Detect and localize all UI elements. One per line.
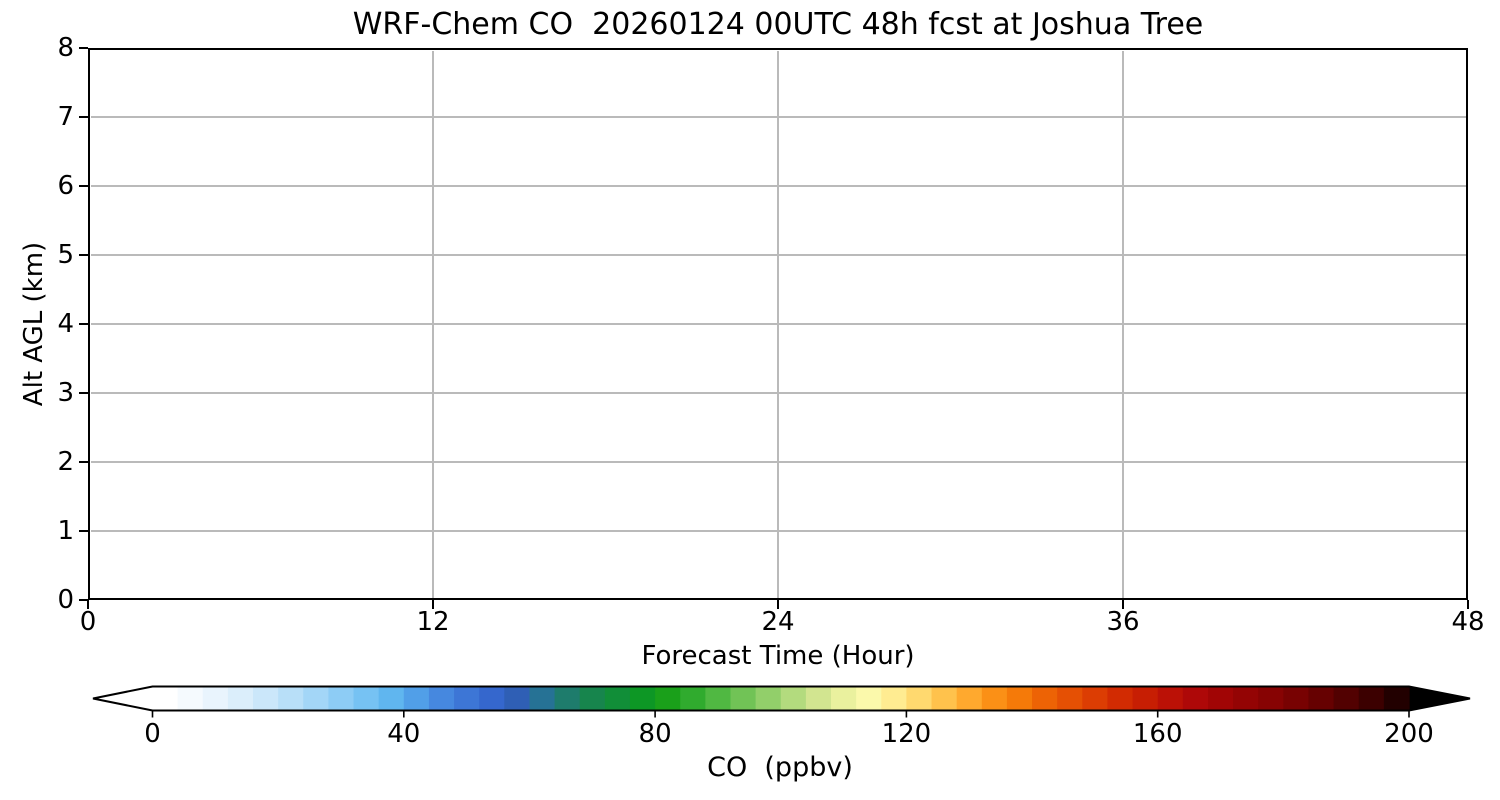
colorbar-segment <box>428 686 455 711</box>
colorbar-tick-label: 0 <box>144 719 161 749</box>
colorbar-segment <box>1157 686 1184 711</box>
colorbar-segment <box>1107 686 1134 711</box>
y-tick-mark <box>79 391 88 395</box>
colorbar-segment <box>881 686 907 711</box>
colorbar-segment <box>1082 686 1109 711</box>
colorbar-segment <box>1283 686 1310 711</box>
colorbar-segment <box>403 686 430 711</box>
horizontal-gridline <box>90 254 1466 256</box>
colorbar-segment <box>981 686 1008 711</box>
colorbar-segment <box>529 686 556 711</box>
horizontal-gridline <box>90 185 1466 187</box>
colorbar-segment <box>780 686 807 711</box>
colorbar-segment <box>856 686 882 711</box>
colorbar-tick-label: 200 <box>1384 719 1434 749</box>
colorbar-segment <box>1233 686 1259 711</box>
colorbar-segment <box>680 686 706 711</box>
y-tick-mark <box>79 598 88 602</box>
x-tick-label: 0 <box>79 607 97 637</box>
colorbar-segment <box>956 686 983 711</box>
colorbar-segment <box>278 686 304 711</box>
x-tick-label: 12 <box>416 607 450 637</box>
colorbar-segment <box>303 686 330 711</box>
colorbar-extend-max-arrow <box>1409 686 1470 711</box>
horizontal-gridline <box>90 116 1466 118</box>
colorbar-segment <box>227 686 254 711</box>
y-tick-label: 2 <box>57 447 74 477</box>
y-tick-mark <box>79 460 88 464</box>
y-tick-label: 0 <box>57 585 74 615</box>
colorbar-segment <box>604 686 631 711</box>
colorbar <box>92 685 1471 718</box>
colorbar-segment <box>906 686 933 711</box>
y-tick-mark <box>79 529 88 533</box>
colorbar-segment <box>353 686 380 711</box>
y-tick-label: 1 <box>57 516 74 546</box>
colorbar-segment <box>831 686 857 711</box>
colorbar-segment <box>504 686 531 711</box>
y-tick-mark <box>79 46 88 50</box>
colorbar-segment <box>1383 686 1410 711</box>
colorbar-segment <box>1358 686 1385 711</box>
x-tick-mark <box>776 600 780 609</box>
colorbar-segment <box>1258 686 1284 711</box>
colorbar-segment <box>1182 686 1209 711</box>
y-tick-mark <box>79 253 88 257</box>
y-tick-mark <box>79 115 88 119</box>
y-tick-label: 8 <box>57 33 74 63</box>
y-tick-label: 5 <box>57 240 74 270</box>
x-tick-label: 24 <box>761 607 795 637</box>
colorbar-label: CO (ppbv) <box>707 752 853 783</box>
colorbar-extend-min-arrow <box>93 686 153 711</box>
colorbar-segment <box>202 686 229 711</box>
colorbar-segment <box>454 686 480 711</box>
colorbar-segment <box>1308 686 1335 711</box>
colorbar-segment <box>655 686 681 711</box>
y-tick-mark <box>79 322 88 326</box>
colorbar-segment <box>479 686 505 711</box>
x-tick-label: 48 <box>1451 607 1485 637</box>
x-tick-label: 36 <box>1106 607 1140 637</box>
colorbar-segment <box>755 686 782 711</box>
colorbar-segment <box>152 686 179 711</box>
colorbar-tick-label: 160 <box>1132 719 1183 749</box>
x-tick-mark <box>1121 600 1125 609</box>
colorbar-segment <box>177 686 204 711</box>
colorbar-segment <box>378 686 405 711</box>
x-tick-mark <box>86 600 90 609</box>
colorbar-segment <box>730 686 757 711</box>
y-tick-label: 4 <box>57 309 74 339</box>
colorbar-segment <box>1333 686 1360 711</box>
y-tick-label: 6 <box>57 171 74 201</box>
x-tick-mark <box>1466 600 1470 609</box>
horizontal-gridline <box>90 461 1466 463</box>
x-axis-label: Forecast Time (Hour) <box>641 641 915 671</box>
colorbar-segment <box>328 686 355 711</box>
colorbar-segment <box>1207 686 1234 711</box>
y-tick-mark <box>79 184 88 188</box>
y-tick-label: 3 <box>57 378 74 408</box>
colorbar-segment <box>1057 686 1083 711</box>
colorbar-segment <box>579 686 606 711</box>
colorbar-segment <box>805 686 832 711</box>
colorbar-segment <box>705 686 732 711</box>
colorbar-segment <box>1132 686 1159 711</box>
chart-title: WRF-Chem CO 20260124 00UTC 48h fcst at J… <box>352 7 1204 42</box>
colorbar-tick-label: 120 <box>881 719 932 749</box>
colorbar-tick-label: 80 <box>638 719 672 749</box>
y-tick-label: 7 <box>57 102 74 132</box>
colorbar-segment <box>253 686 279 711</box>
horizontal-gridline <box>90 530 1466 532</box>
horizontal-gridline <box>90 392 1466 394</box>
colorbar-segment <box>1006 686 1033 711</box>
colorbar-segment <box>554 686 581 711</box>
colorbar-tick-label: 40 <box>387 719 421 749</box>
y-axis-label: Alt AGL (km) <box>19 241 49 407</box>
colorbar-segment <box>1032 686 1058 711</box>
colorbar-segment <box>931 686 958 711</box>
colorbar-segment <box>629 686 656 711</box>
x-tick-mark <box>431 600 435 609</box>
horizontal-gridline <box>90 323 1466 325</box>
